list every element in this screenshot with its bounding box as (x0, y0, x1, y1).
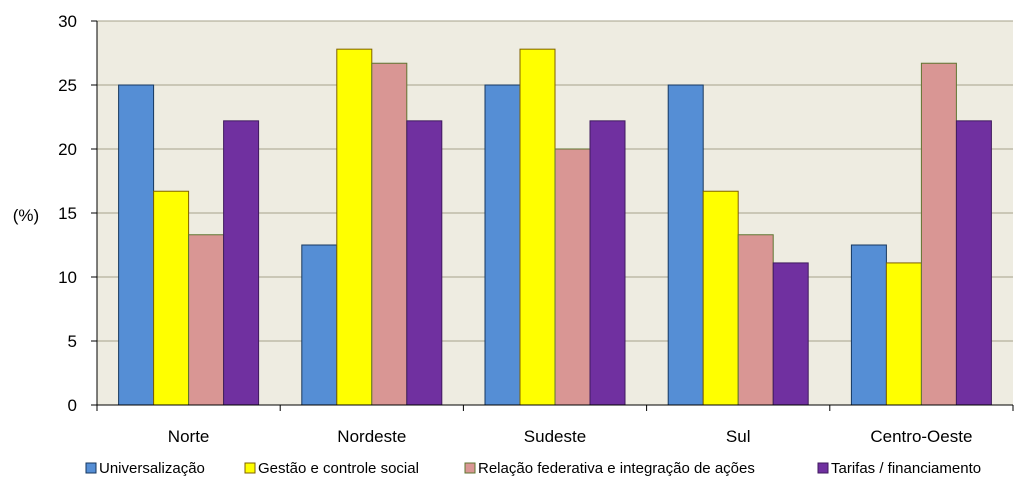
x-tick-label: Nordeste (337, 427, 406, 446)
bar (188, 234, 225, 406)
x-tick-label: Norte (168, 427, 210, 446)
bar (554, 148, 591, 406)
x-tick-label: Centro-Oeste (870, 427, 972, 446)
y-tick-label: 30 (58, 12, 77, 31)
y-tick-label: 25 (58, 76, 77, 95)
bar (737, 234, 774, 406)
x-tick-labels: Norte Nordeste Sudeste Sul Centro-Oeste (168, 427, 973, 446)
legend-swatch (244, 462, 256, 474)
legend-swatch (85, 462, 97, 474)
bars (118, 48, 992, 406)
legend: Universalização Gestão e controle social R… (85, 460, 981, 477)
bar (519, 48, 556, 406)
legend-label: Relação federativa e integração de ações (478, 460, 755, 477)
legend-label: Tarifas / financiamento (831, 460, 981, 477)
y-axis-label: (%) (13, 206, 39, 225)
y-tick-label: 15 (58, 204, 77, 223)
bar (484, 84, 521, 406)
bar (667, 84, 704, 406)
bar (885, 262, 922, 406)
bar (371, 62, 408, 406)
bar (772, 262, 809, 406)
bar (223, 120, 260, 406)
bar (301, 244, 338, 406)
y-tick-label: 0 (68, 396, 77, 415)
bar (850, 244, 887, 406)
legend-label: Gestão e controle social (258, 460, 419, 477)
x-tick-label: Sudeste (524, 427, 586, 446)
y-tick-label: 5 (68, 332, 77, 351)
bar (920, 62, 957, 406)
axes (91, 20, 1014, 411)
x-tick-label: Sul (726, 427, 751, 446)
y-tick-labels: 0 5 10 15 20 25 30 (58, 12, 77, 415)
bar (589, 120, 626, 406)
bar (336, 48, 373, 406)
bar (702, 190, 739, 406)
legend-label: Universalização (99, 460, 205, 477)
bar (153, 190, 190, 406)
bar (955, 120, 992, 406)
bar (118, 84, 155, 406)
y-tick-label: 10 (58, 268, 77, 287)
legend-swatch (464, 462, 476, 474)
y-tick-label: 20 (58, 140, 77, 159)
bar (406, 120, 443, 406)
legend-swatch (817, 462, 829, 474)
